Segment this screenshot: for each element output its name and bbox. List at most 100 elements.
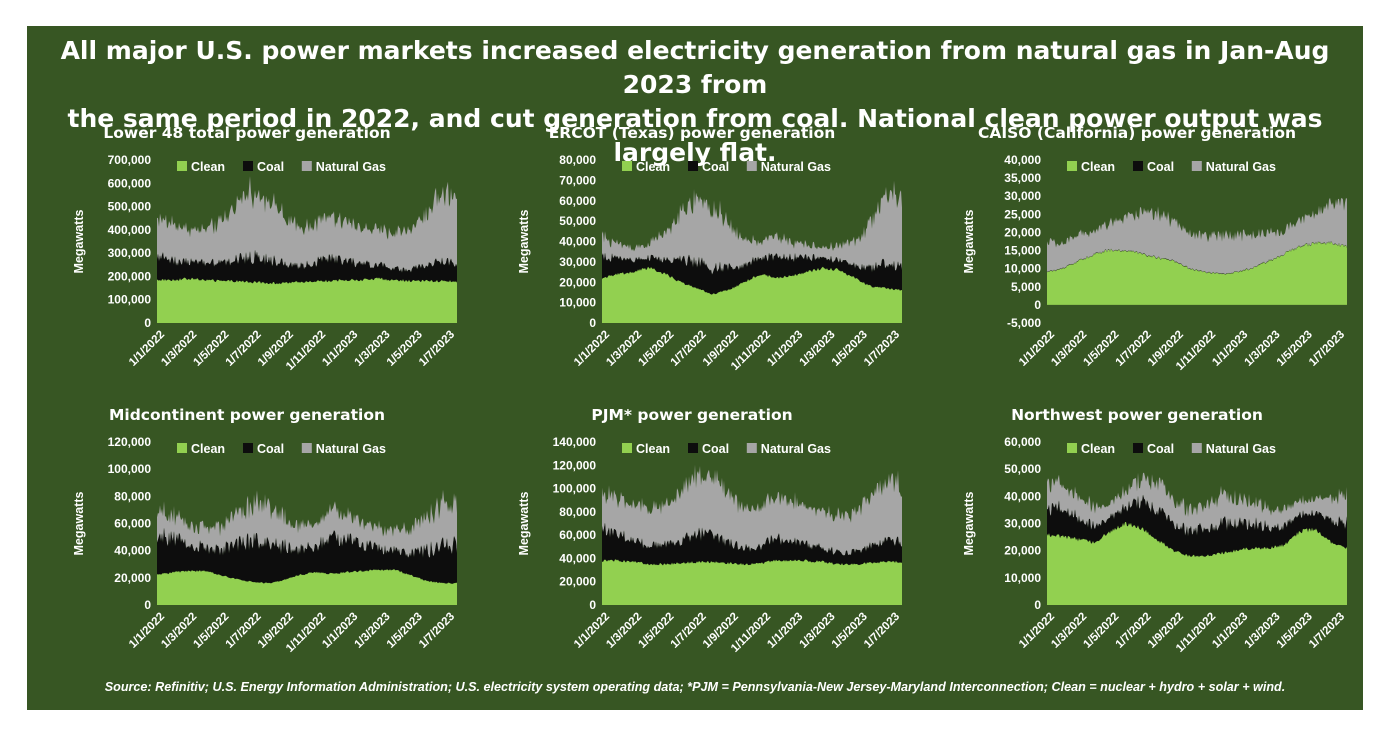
- chart-northwest: Northwest power generation 60,000 50,000 40…: [927, 400, 1357, 675]
- y-tick-label: 500,000: [108, 200, 152, 214]
- y-axis-label: Megawatts: [517, 492, 531, 556]
- chart-title: Lower 48 total power generation: [103, 124, 390, 142]
- y-tick-label: 0: [1034, 598, 1041, 612]
- legend-swatch-natural-gas: [301, 161, 312, 171]
- chart-pjm: PJM* power generation 140,000 120,000 100,0…: [482, 400, 912, 675]
- y-tick-label: 120,000: [108, 435, 152, 449]
- y-tick-label: 120,000: [553, 458, 597, 472]
- y-tick-label: 30,000: [1004, 189, 1041, 203]
- legend-swatch-coal: [243, 443, 253, 453]
- headline-line-2: the same period in 2022, and cut generat…: [67, 104, 1323, 167]
- y-tick-label: 700,000: [108, 153, 152, 167]
- y-tick-label: 10,000: [559, 296, 596, 310]
- y-tick-label: 20,000: [1004, 225, 1041, 239]
- y-tick-label: 80,000: [559, 505, 596, 519]
- source-note: Source: Refinitiv; U.S. Energy Informati…: [104, 680, 1286, 694]
- y-tick-label: 0: [589, 598, 596, 612]
- y-tick-label: 60,000: [559, 194, 596, 208]
- y-tick-label: 20,000: [114, 571, 151, 585]
- chart-title: CAISO (California) power generation: [978, 124, 1296, 142]
- x-tick-label: 1/7/2023: [417, 329, 457, 369]
- y-tick-label: 25,000: [1004, 207, 1041, 221]
- y-tick-label: 0: [589, 316, 596, 330]
- series-area-coal: [602, 252, 902, 295]
- series-area-clean: [157, 568, 457, 605]
- y-tick-label: 60,000: [1004, 435, 1041, 449]
- legend-swatch-coal: [1133, 161, 1143, 171]
- legend-label-natural-gas: Natural Gas: [1206, 442, 1276, 456]
- legend-label-natural-gas: Natural Gas: [1206, 160, 1276, 174]
- y-tick-label: 10,000: [1004, 262, 1041, 276]
- legend-label-natural-gas: Natural Gas: [316, 442, 386, 456]
- series-area-coal: [157, 249, 457, 285]
- series-area-natural-gas: [602, 464, 902, 556]
- y-tick-label: 0: [144, 598, 151, 612]
- chart-title: ERCOT (Texas) power generation: [549, 124, 836, 142]
- legend-label-natural-gas: Natural Gas: [761, 160, 831, 174]
- x-tick-label: 1/7/2023: [1307, 611, 1347, 651]
- chart-title: Midcontinent power generation: [109, 406, 385, 424]
- legend-label-natural-gas: Natural Gas: [316, 160, 386, 174]
- legend-swatch-clean: [622, 161, 632, 171]
- legend-label-natural-gas: Natural Gas: [761, 442, 831, 456]
- series-area-natural-gas: [602, 180, 902, 275]
- legend-swatch-natural-gas: [746, 443, 757, 453]
- chart-svg: Lower 48 total power generation 700,000 60…: [72, 124, 457, 373]
- series-area-natural-gas: [157, 489, 457, 558]
- y-tick-label: 200,000: [108, 269, 152, 283]
- headline: All major U.S. power markets increased e…: [27, 34, 1363, 170]
- y-tick-label: 35,000: [1004, 171, 1041, 185]
- legend-swatch-natural-gas: [301, 443, 312, 453]
- series-area-coal: [1047, 494, 1347, 558]
- legend-label-clean: Clean: [1081, 160, 1115, 174]
- chart-title: Northwest power generation: [1011, 406, 1263, 424]
- legend-label-coal: Coal: [702, 442, 729, 456]
- y-tick-label: 40,000: [559, 235, 596, 249]
- y-tick-label: 20,000: [1004, 544, 1041, 558]
- headline-line-1: All major U.S. power markets increased e…: [60, 36, 1330, 99]
- y-tick-label: 10,000: [1004, 571, 1041, 585]
- infographic-panel: All major U.S. power markets increased e…: [27, 26, 1363, 710]
- y-tick-label: 20,000: [559, 275, 596, 289]
- legend-label-coal: Coal: [702, 160, 729, 174]
- x-tick-label: 1/7/2023: [862, 329, 902, 369]
- y-tick-label: 100,000: [553, 482, 597, 496]
- y-tick-label: 140,000: [553, 435, 597, 449]
- legend-swatch-clean: [177, 161, 187, 171]
- legend-label-coal: Coal: [1147, 442, 1174, 456]
- chart-svg: PJM* power generation 140,000 120,000 100,0…: [517, 406, 902, 655]
- y-tick-label: 60,000: [114, 517, 151, 531]
- legend-label-coal: Coal: [257, 160, 284, 174]
- chart-title: PJM* power generation: [591, 406, 792, 424]
- y-tick-label: 80,000: [114, 489, 151, 503]
- x-tick-label: 1/7/2023: [1307, 329, 1347, 369]
- legend-label-clean: Clean: [191, 160, 225, 174]
- series-area-coal: [157, 527, 457, 584]
- y-tick-label: 100,000: [108, 462, 152, 476]
- legend-swatch-natural-gas: [1191, 161, 1202, 171]
- legend-label-clean: Clean: [191, 442, 225, 456]
- y-tick-label: 40,000: [1004, 153, 1041, 167]
- series-area-natural-gas: [1047, 197, 1347, 275]
- y-tick-label: 400,000: [108, 223, 152, 237]
- series-area-clean: [157, 277, 457, 323]
- y-tick-label: 0: [144, 316, 151, 330]
- chart-ercot: ERCOT (Texas) power generation 80,000 70,0…: [482, 118, 912, 393]
- series-area-coal: [1047, 241, 1347, 275]
- legend-swatch-clean: [1067, 443, 1077, 453]
- series-area-clean: [602, 266, 902, 323]
- legend-label-coal: Coal: [1147, 160, 1174, 174]
- legend-swatch-natural-gas: [1191, 443, 1202, 453]
- y-axis-label: Megawatts: [517, 210, 531, 274]
- series-area-coal: [602, 522, 902, 566]
- series-area-clean: [1047, 241, 1347, 305]
- x-tick-label: 1/7/2023: [417, 611, 457, 651]
- series-area-clean: [602, 559, 902, 605]
- legend-swatch-coal: [688, 443, 698, 453]
- y-tick-label: -5,000: [1007, 316, 1041, 330]
- y-tick-label: 40,000: [559, 551, 596, 565]
- y-tick-label: 60,000: [559, 528, 596, 542]
- legend-swatch-coal: [688, 161, 698, 171]
- y-tick-label: 5,000: [1011, 280, 1041, 294]
- legend-swatch-clean: [622, 443, 632, 453]
